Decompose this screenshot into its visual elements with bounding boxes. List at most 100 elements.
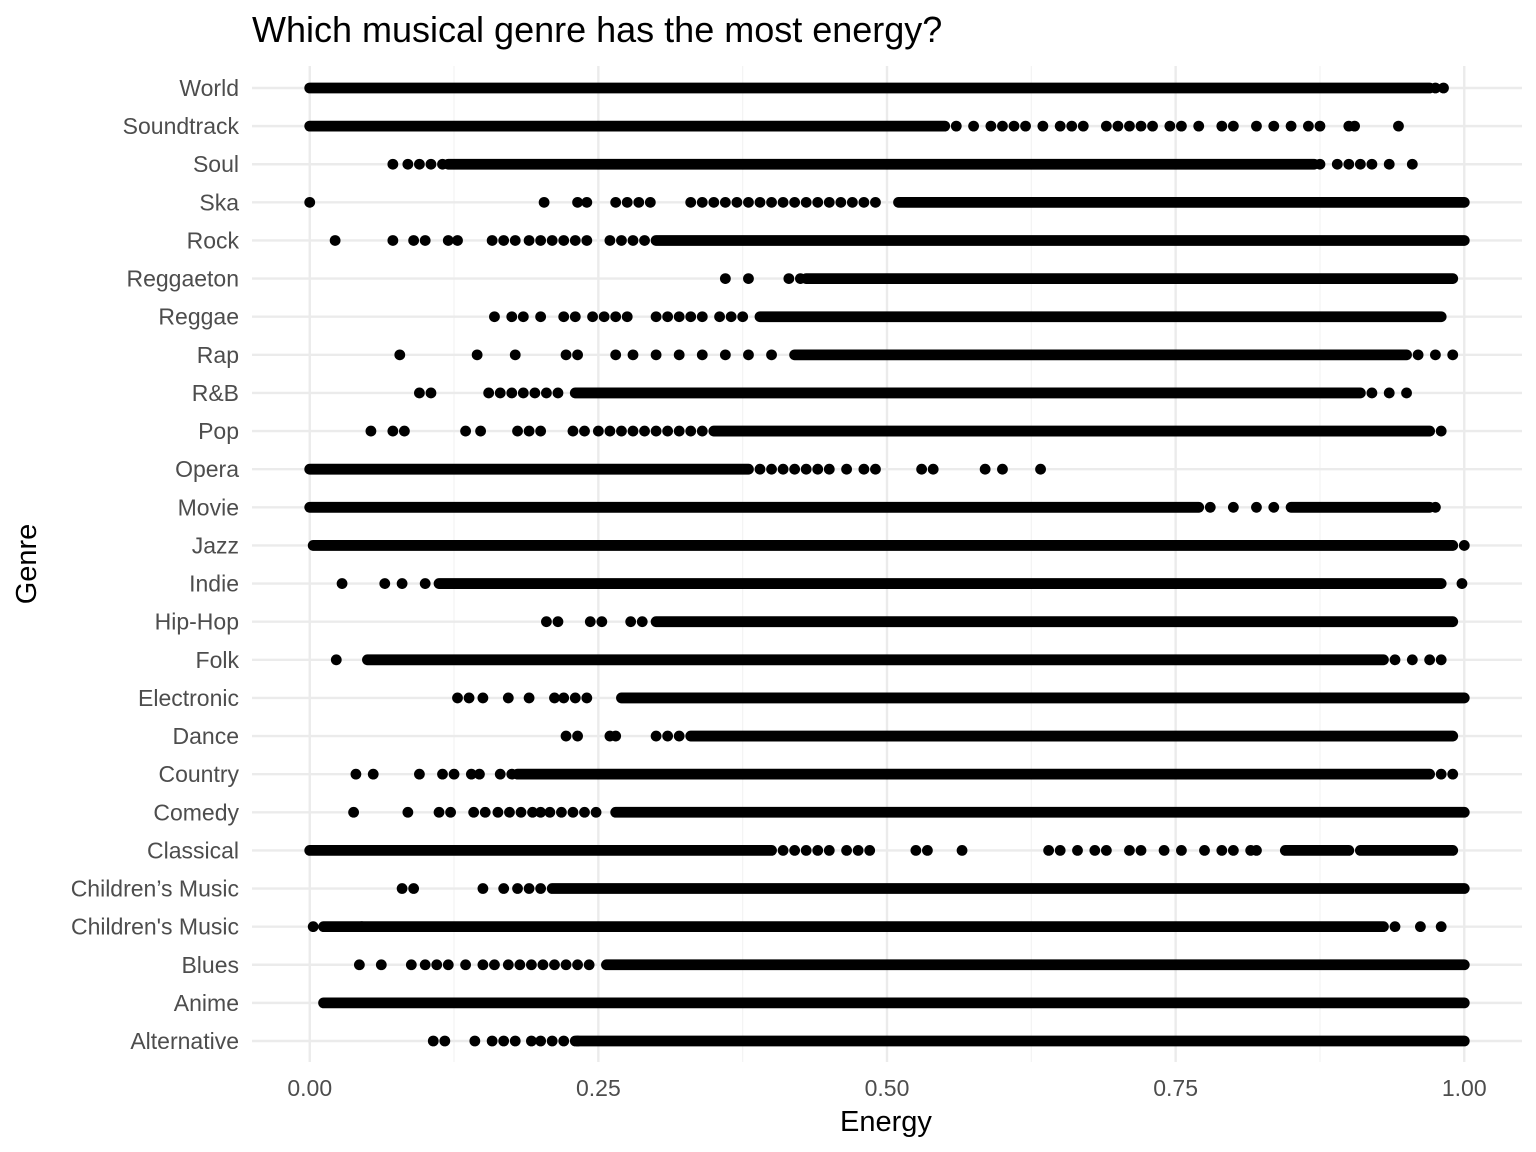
data-point <box>483 387 495 399</box>
data-point <box>662 425 674 437</box>
data-point <box>541 616 552 628</box>
data-point <box>512 425 523 437</box>
y-tick-label: Pop <box>198 418 239 444</box>
data-point <box>627 235 639 246</box>
data-point <box>685 311 697 323</box>
series-points <box>307 921 1447 933</box>
data-point <box>356 921 368 933</box>
data-point <box>509 235 521 246</box>
data-point <box>477 883 489 894</box>
series-points <box>304 501 1441 513</box>
data-point <box>567 806 579 818</box>
data-point <box>523 425 535 437</box>
data-point <box>1100 120 1112 132</box>
data-point <box>567 425 579 437</box>
data-point <box>927 463 939 475</box>
data-point <box>1412 349 1424 361</box>
data-point <box>1430 349 1441 361</box>
data-point <box>477 959 489 971</box>
series-points <box>336 578 1468 589</box>
data-point <box>823 196 835 208</box>
data-point <box>474 768 485 780</box>
data-point <box>841 845 852 856</box>
data-point <box>572 349 583 361</box>
data-point <box>498 883 510 894</box>
data-point <box>1176 845 1187 856</box>
data-point <box>489 959 500 971</box>
data-point <box>616 425 627 437</box>
data-point <box>766 463 777 475</box>
data-point <box>621 196 633 208</box>
y-axis-title: Genre <box>11 524 43 605</box>
data-point <box>399 425 410 437</box>
data-point <box>529 387 541 399</box>
data-point <box>1066 120 1078 132</box>
data-point <box>1227 501 1239 513</box>
data-point <box>650 425 662 437</box>
dense-point-run <box>754 311 1447 323</box>
data-point <box>1124 120 1135 132</box>
dense-point-run <box>800 273 1459 284</box>
data-point <box>639 235 650 246</box>
data-point <box>835 196 847 208</box>
data-point <box>1227 120 1239 132</box>
y-tick-label: Reggae <box>158 304 239 330</box>
data-point <box>579 425 590 437</box>
data-point <box>437 158 448 170</box>
data-point <box>515 806 527 818</box>
data-point <box>526 1035 537 1047</box>
data-point <box>587 311 598 323</box>
data-point <box>502 692 514 704</box>
data-point <box>795 273 806 284</box>
y-tick-label: Reggaeton <box>126 266 239 292</box>
data-point <box>535 883 547 894</box>
data-point <box>696 311 708 323</box>
y-tick-label: Comedy <box>153 799 239 825</box>
data-point <box>583 959 595 971</box>
x-axis-title: Energy <box>840 1106 932 1138</box>
y-tick-label: Folk <box>196 647 240 673</box>
data-point <box>639 425 650 437</box>
data-point <box>348 806 359 818</box>
data-point <box>604 425 616 437</box>
series-points <box>489 311 1447 323</box>
data-point <box>823 845 835 856</box>
series-points <box>304 82 1449 94</box>
series-points <box>348 806 1470 818</box>
data-point <box>569 235 581 246</box>
data-point <box>526 959 537 971</box>
data-point <box>506 311 518 323</box>
data-point <box>475 425 486 437</box>
data-point <box>486 1035 498 1047</box>
data-point <box>569 692 581 704</box>
data-point <box>405 959 417 971</box>
data-point <box>572 1035 583 1047</box>
dense-point-run <box>433 578 1447 589</box>
y-tick-label: Dance <box>173 723 239 749</box>
data-point <box>870 463 881 475</box>
data-point <box>1406 158 1418 170</box>
data-point <box>968 120 979 132</box>
data-point <box>477 692 489 704</box>
data-point <box>1193 120 1205 132</box>
data-point <box>330 654 342 666</box>
data-point <box>650 311 662 323</box>
data-point <box>517 311 529 323</box>
dense-point-run <box>512 768 1436 780</box>
dense-point-run <box>569 387 1366 399</box>
data-point <box>1435 425 1447 437</box>
data-point <box>743 196 754 208</box>
data-point <box>737 311 749 323</box>
data-point <box>1135 120 1147 132</box>
y-tick-label: Soundtrack <box>123 113 240 139</box>
dense-point-run <box>318 997 1470 1009</box>
data-point <box>509 349 521 361</box>
data-point <box>1435 921 1447 933</box>
data-point <box>469 1035 481 1047</box>
data-point <box>1054 120 1066 132</box>
data-point <box>979 463 991 475</box>
data-point <box>558 311 570 323</box>
data-point <box>1331 158 1343 170</box>
data-point <box>502 959 514 971</box>
data-point <box>1251 845 1262 856</box>
